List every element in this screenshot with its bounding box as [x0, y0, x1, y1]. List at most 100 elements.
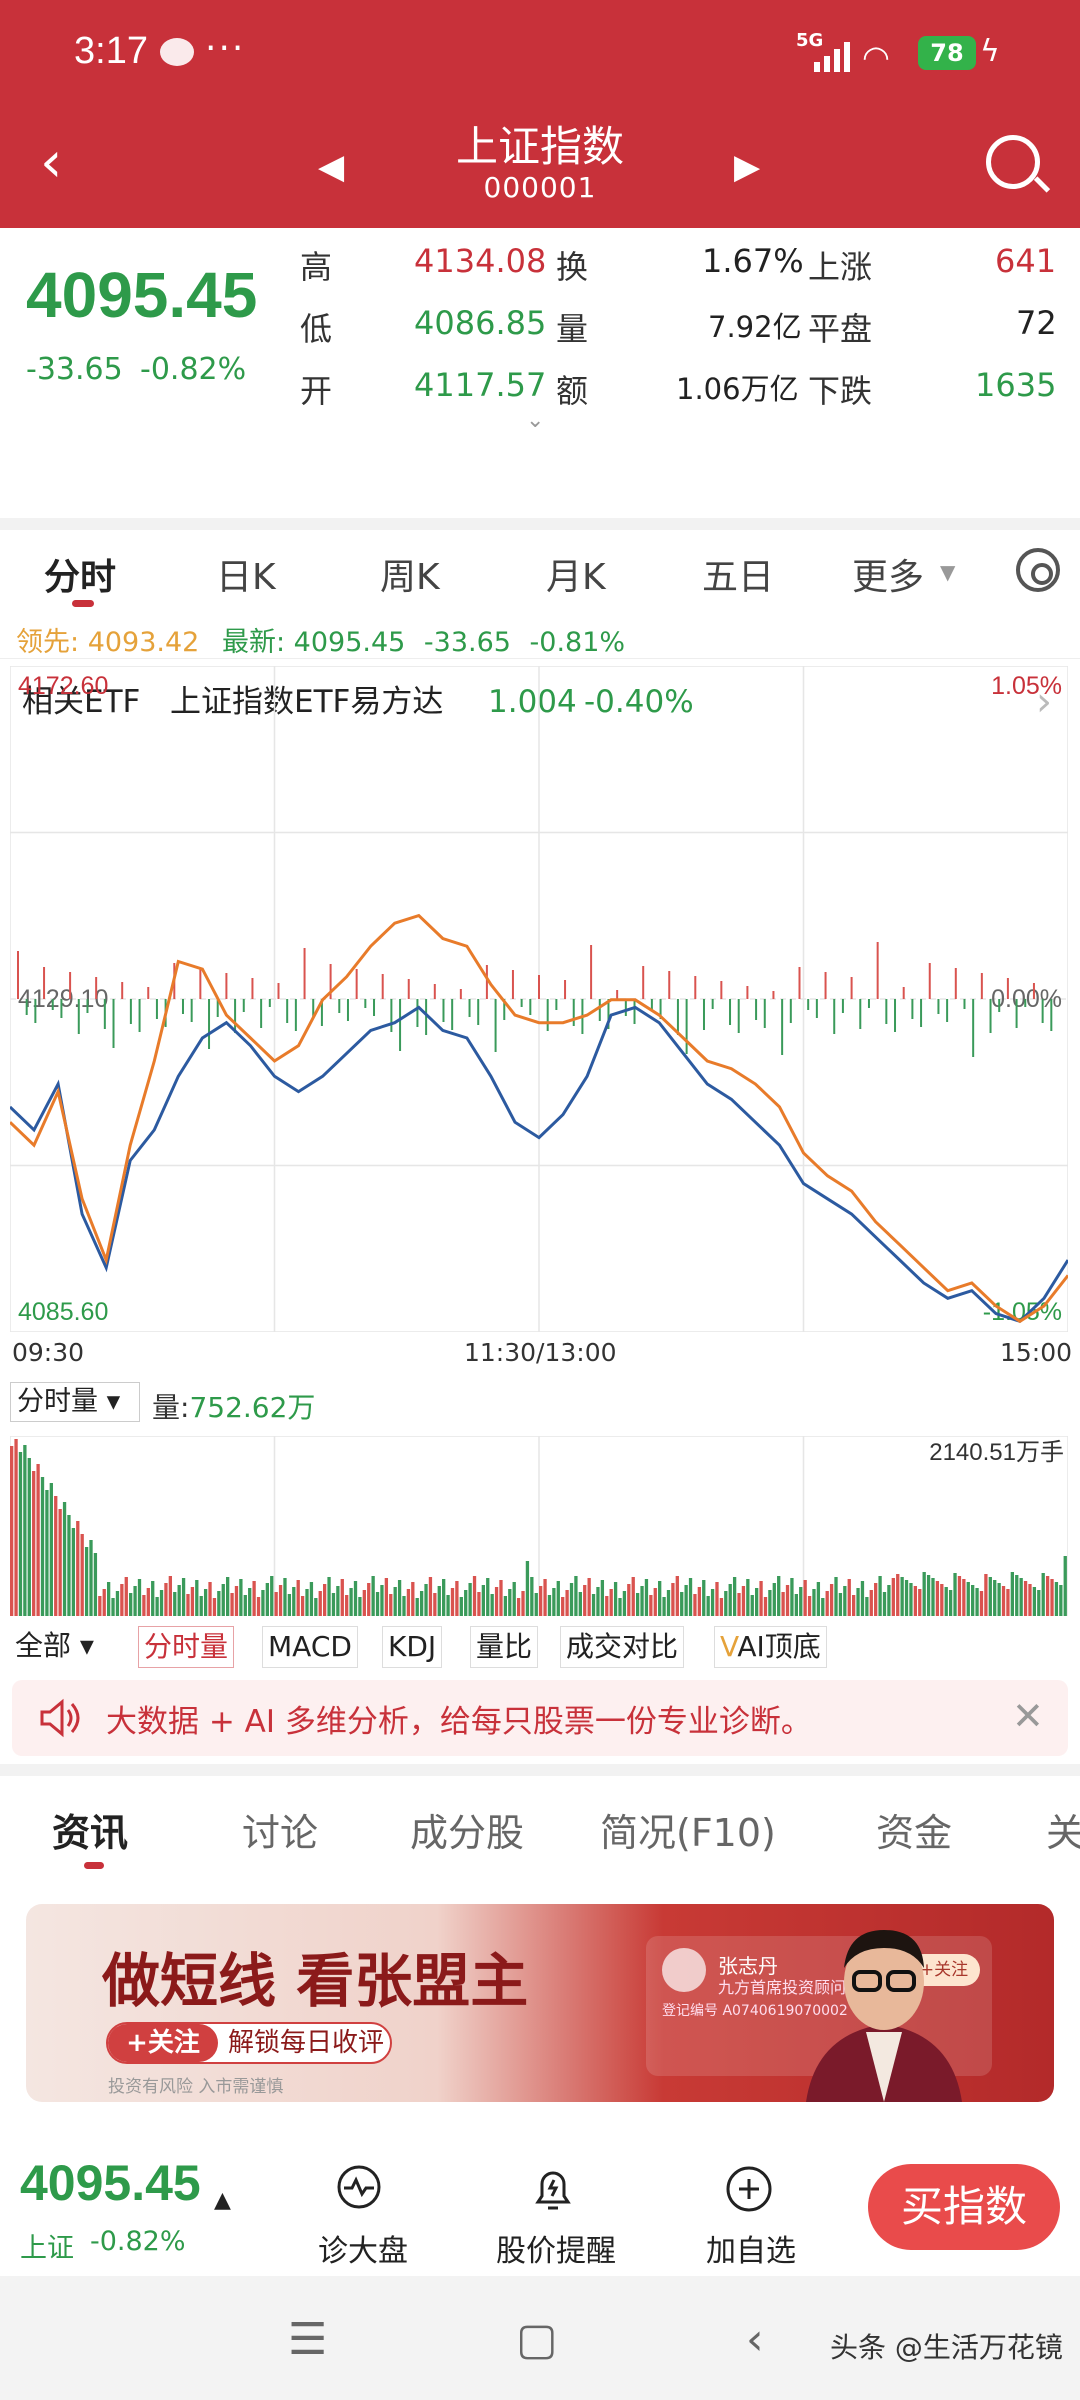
- volume-bar: [591, 1594, 596, 1616]
- back-arrow-icon[interactable]: ‹: [40, 130, 63, 195]
- tab-constituents[interactable]: 成分股: [410, 1811, 525, 1855]
- volume-bar: [578, 1592, 582, 1616]
- tab-more-cut[interactable]: 关: [1046, 1811, 1080, 1855]
- volume-bar: [146, 1588, 150, 1616]
- volume-bar: [84, 1547, 89, 1616]
- pulse-chat-icon[interactable]: [334, 2164, 384, 2214]
- add-watchlist-button[interactable]: 加自选: [706, 2234, 796, 2269]
- tab-monthly-k[interactable]: 月K: [546, 557, 606, 598]
- volume-bar: [371, 1576, 375, 1616]
- volume-bar: [322, 1584, 327, 1616]
- volume-bar: [362, 1590, 366, 1616]
- volume-bar: [234, 1586, 239, 1616]
- volume-label: 量: [556, 310, 589, 348]
- volume-bar: [851, 1595, 856, 1616]
- volume-chart: 2140.51万手: [10, 1436, 1068, 1616]
- volume-bar: [728, 1584, 732, 1616]
- indicator-kdj[interactable]: KDJ: [382, 1626, 443, 1668]
- volume-selector[interactable]: 分时量 ▾: [10, 1382, 140, 1422]
- ad-follow-pill[interactable]: +关注 解锁每日收评: [106, 2022, 392, 2064]
- high-label: 高: [300, 248, 333, 286]
- tab-more[interactable]: 更多: [852, 557, 925, 598]
- volume-bar: [644, 1579, 649, 1616]
- clock: 3:17: [74, 30, 148, 72]
- fall-count: 1635: [975, 366, 1057, 404]
- x-tick-open: 09:30: [12, 1338, 85, 1367]
- volume-bar: [697, 1587, 702, 1616]
- back-icon[interactable]: ‹: [746, 2314, 764, 2365]
- volume-bar: [287, 1594, 292, 1616]
- volume-bar: [384, 1578, 389, 1616]
- volume-bar: [221, 1584, 225, 1616]
- ad-banner[interactable]: 做短线 看张盟主 +关注 解锁每日收评 投资有风险 入市需谨慎 张志丹 九方首席投…: [26, 1904, 1054, 2102]
- volume-bar: [856, 1588, 860, 1616]
- volume-bar: [40, 1477, 45, 1616]
- volume-bar: [80, 1534, 84, 1616]
- bell-alert-icon[interactable]: [528, 2164, 578, 2214]
- volume-bar: [1028, 1584, 1032, 1616]
- indicator-volume[interactable]: 分时量: [138, 1626, 235, 1668]
- menu-icon[interactable]: ☰: [288, 2314, 328, 2365]
- tab-discussion[interactable]: 讨论: [242, 1811, 319, 1855]
- indicator-volume-compare[interactable]: 成交对比: [560, 1626, 685, 1668]
- related-etf-row[interactable]: 相关ETF 上证指数ETF易方达 1.004 -0.40% ›: [0, 658, 1080, 744]
- volume-bar: [411, 1582, 415, 1616]
- tab-profile-f10[interactable]: 简况(F10): [600, 1811, 776, 1855]
- network-type: 5G: [796, 30, 824, 51]
- rise-count: 641: [995, 242, 1057, 280]
- tab-funds[interactable]: 资金: [876, 1811, 953, 1855]
- indicator-macd[interactable]: MACD: [262, 1626, 358, 1668]
- volume-bar: [226, 1577, 230, 1616]
- ad-risk-text: 投资有风险 入市需谨慎: [108, 2077, 284, 2097]
- volume-bar: [309, 1582, 314, 1616]
- volume-bar: [521, 1591, 525, 1616]
- volume-bar: [583, 1585, 587, 1616]
- diagnose-market-button[interactable]: 诊大盘: [318, 2234, 408, 2269]
- volume-bar: [843, 1586, 847, 1616]
- settings-gear-icon[interactable]: [1016, 548, 1060, 592]
- tab-daily-k[interactable]: 日K: [216, 557, 276, 598]
- previous-stock-icon[interactable]: ◀: [318, 147, 345, 187]
- lead-value: 4093.42: [87, 627, 200, 658]
- add-circle-icon[interactable]: [724, 2164, 774, 2214]
- search-icon[interactable]: [986, 135, 1040, 189]
- buy-index-button[interactable]: 买指数: [868, 2164, 1060, 2250]
- volume-bar: [993, 1580, 997, 1616]
- ad-headline: 做短线 看张盟主: [102, 1947, 529, 2015]
- volume-bar: [988, 1577, 992, 1616]
- avatar-icon: [662, 1948, 706, 1992]
- volume-bar: [490, 1594, 494, 1616]
- volume-bar: [36, 1464, 40, 1616]
- signal-icon: [814, 42, 850, 72]
- indicator-ai-top-bottom[interactable]: VAI顶底: [714, 1626, 827, 1668]
- volume-bar: [159, 1590, 164, 1616]
- home-square-icon[interactable]: ▢: [516, 2314, 558, 2365]
- y-label-top: 4172.60: [18, 672, 108, 700]
- volume-bar: [274, 1592, 278, 1616]
- indicator-all[interactable]: 全部 ▾: [15, 1629, 94, 1662]
- flat-count: 72: [1016, 304, 1057, 342]
- indicator-volume-ratio[interactable]: 量比: [470, 1626, 539, 1668]
- next-stock-icon[interactable]: ▶: [734, 147, 761, 187]
- volume-bar: [799, 1587, 803, 1616]
- volume-bar: [984, 1574, 988, 1616]
- volume-header: 分时量 ▾ 量:752.62万: [10, 1382, 1070, 1428]
- volume-bar: [680, 1592, 684, 1616]
- volume-bar: [243, 1595, 247, 1616]
- close-icon[interactable]: ✕: [1012, 1694, 1044, 1738]
- tab-weekly-k[interactable]: 周K: [380, 557, 440, 598]
- volume-bar: [1006, 1589, 1010, 1616]
- promo-notice[interactable]: 大数据 + AI 多维分析，给每只股票一份专业诊断。 ✕: [12, 1680, 1068, 1756]
- tab-five-day[interactable]: 五日: [702, 557, 775, 598]
- volume-bar: [367, 1583, 371, 1616]
- expand-chevron-icon[interactable]: ⌄: [526, 408, 545, 433]
- tab-news[interactable]: 资讯: [52, 1811, 129, 1855]
- volume-bar: [653, 1588, 657, 1616]
- notice-text: 大数据 + AI 多维分析，给每只股票一份专业诊断。: [106, 1704, 812, 1740]
- volume-bar: [710, 1589, 715, 1616]
- volume-bar: [181, 1578, 186, 1616]
- tab-intraday[interactable]: 分时: [44, 557, 117, 598]
- volume-bar: [715, 1582, 719, 1616]
- price-alert-button[interactable]: 股价提醒: [496, 2234, 616, 2269]
